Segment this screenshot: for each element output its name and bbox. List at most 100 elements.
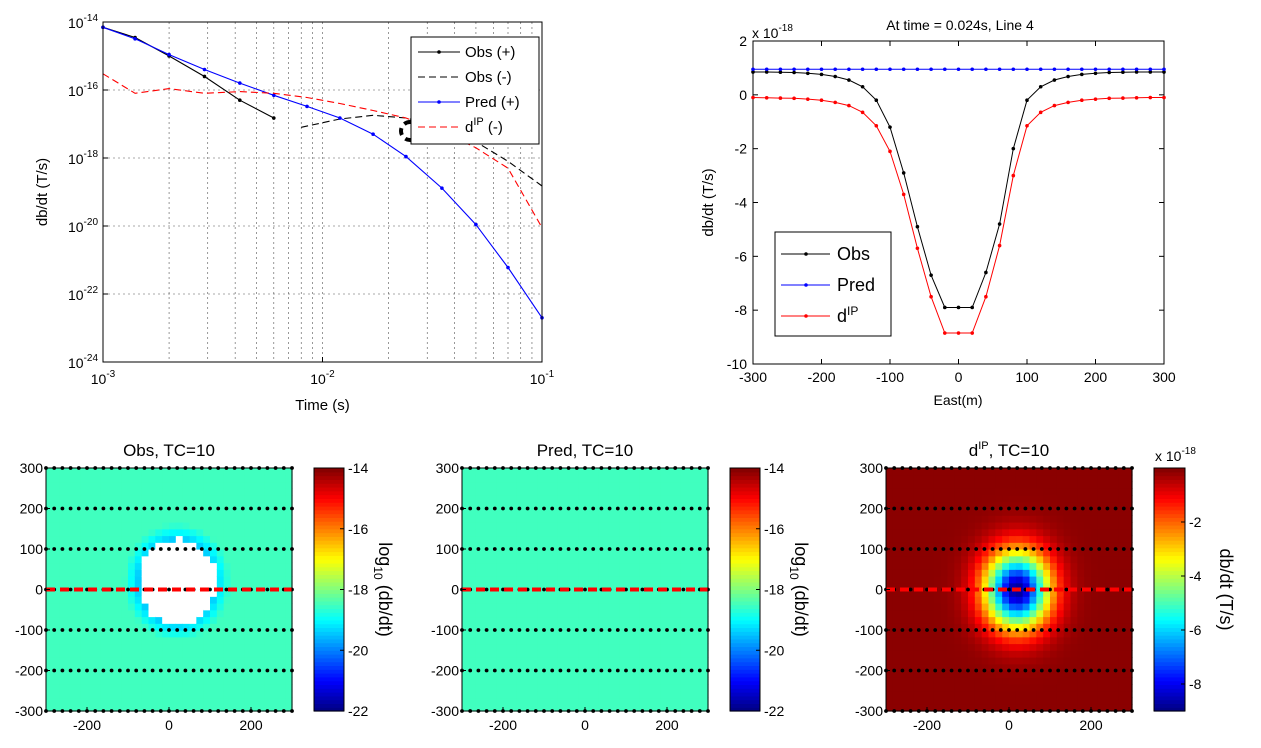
heat-cell: [927, 582, 935, 591]
heat-cell: [503, 582, 511, 591]
heat-cell: [961, 650, 969, 658]
heat-cell: [169, 535, 177, 543]
heat-cell: [257, 562, 266, 570]
heat-cell: [496, 495, 504, 503]
y-tick-label: -8: [735, 302, 748, 318]
heat-cell: [947, 596, 955, 604]
heat-cell: [1022, 562, 1031, 570]
heat-cell: [947, 488, 955, 496]
heat-cell: [46, 616, 54, 624]
heat-cell: [107, 481, 115, 489]
heat-cell: [988, 589, 996, 597]
heat-cell: [995, 623, 1003, 631]
heat-cell: [80, 508, 88, 516]
heat-cell: [1009, 697, 1017, 705]
heat-cell: [230, 596, 238, 604]
heat-cell: [134, 677, 143, 685]
station-point: [892, 506, 897, 511]
station-point: [681, 547, 686, 551]
heat-cell: [141, 657, 150, 665]
heat-cell: [264, 636, 273, 645]
heat-cell: [1036, 501, 1044, 510]
heat-cell: [1125, 522, 1133, 530]
heat-cell: [530, 535, 538, 543]
y-tick-label: -2: [735, 141, 748, 157]
heat-cell: [496, 603, 504, 611]
station-point: [501, 587, 505, 592]
heat-cell: [687, 495, 695, 503]
data-point: [915, 246, 920, 251]
heat-cell: [927, 596, 935, 604]
heat-cell: [564, 501, 572, 510]
heat-cell: [196, 515, 204, 523]
heat-cell: [619, 495, 627, 503]
station-point: [517, 547, 522, 551]
heat-cell: [591, 650, 600, 658]
heat-cell: [988, 481, 996, 489]
heat-cell: [530, 474, 538, 483]
heat-cell: [523, 582, 531, 591]
heat-cell: [639, 528, 648, 537]
heat-cell: [73, 609, 81, 618]
data-point: [943, 305, 947, 310]
heat-cell: [578, 663, 586, 672]
heat-cell: [1056, 704, 1065, 712]
heat-cell: [121, 603, 129, 611]
station-point: [550, 547, 555, 551]
heat-cell: [264, 663, 273, 672]
heat-cell: [701, 643, 709, 651]
heat-cell: [598, 697, 607, 705]
heat-cell: [503, 704, 511, 712]
heat-cell: [489, 542, 497, 550]
heat-cell: [523, 663, 531, 672]
heat-cell: [1077, 549, 1085, 557]
heat-cell: [933, 589, 942, 597]
heat-cell: [1043, 562, 1051, 570]
heat-cell: [913, 488, 921, 496]
heat-cell: [632, 569, 641, 577]
heat-cell: [892, 603, 901, 611]
data-point: [997, 222, 1002, 226]
heat-cell: [230, 616, 238, 624]
heat-cell: [475, 468, 484, 476]
decay-chart: 10-3 10-2 10-110-1410-1610-1810-2010-2210-…: [34, 13, 555, 414]
heat-cell: [257, 616, 266, 624]
heat-cell: [913, 690, 921, 699]
heat-cell: [107, 555, 115, 564]
heat-cell: [496, 576, 504, 584]
heat-cell: [1070, 515, 1078, 523]
heat-cell: [1050, 663, 1058, 672]
heat-cell: [87, 684, 95, 692]
station-point: [583, 668, 587, 673]
data-point: [133, 37, 137, 41]
heat-cell: [52, 630, 61, 638]
data-point: [1148, 67, 1153, 72]
heat-cell: [605, 657, 613, 665]
heat-cell: [523, 670, 531, 678]
heat-cell: [899, 562, 908, 570]
station-point: [1031, 547, 1036, 551]
heat-cell: [482, 522, 490, 530]
colorbar-segment: [730, 547, 760, 553]
heat-cell: [598, 596, 607, 604]
heat-cell: [210, 657, 218, 665]
heat-cell: [968, 677, 976, 685]
colorbar-segment: [314, 486, 344, 492]
heat-cell: [1104, 495, 1113, 503]
heat-cell: [591, 582, 600, 591]
heat-cell: [468, 508, 477, 516]
heat-cell: [87, 603, 95, 611]
heat-cell: [1029, 657, 1037, 665]
heat-cell: [537, 562, 545, 570]
y-tick-label: 10-16: [68, 81, 98, 99]
heat-cell: [646, 670, 654, 678]
heat-cell: [899, 636, 908, 645]
heat-cell: [947, 481, 955, 489]
heat-cell: [462, 589, 470, 597]
heat-cell: [509, 663, 518, 672]
heat-cell: [1070, 636, 1078, 645]
heat-cell: [73, 704, 81, 712]
colorbar-segment: [730, 623, 760, 629]
heat-cell: [1063, 657, 1072, 665]
heat-cell: [462, 555, 470, 564]
